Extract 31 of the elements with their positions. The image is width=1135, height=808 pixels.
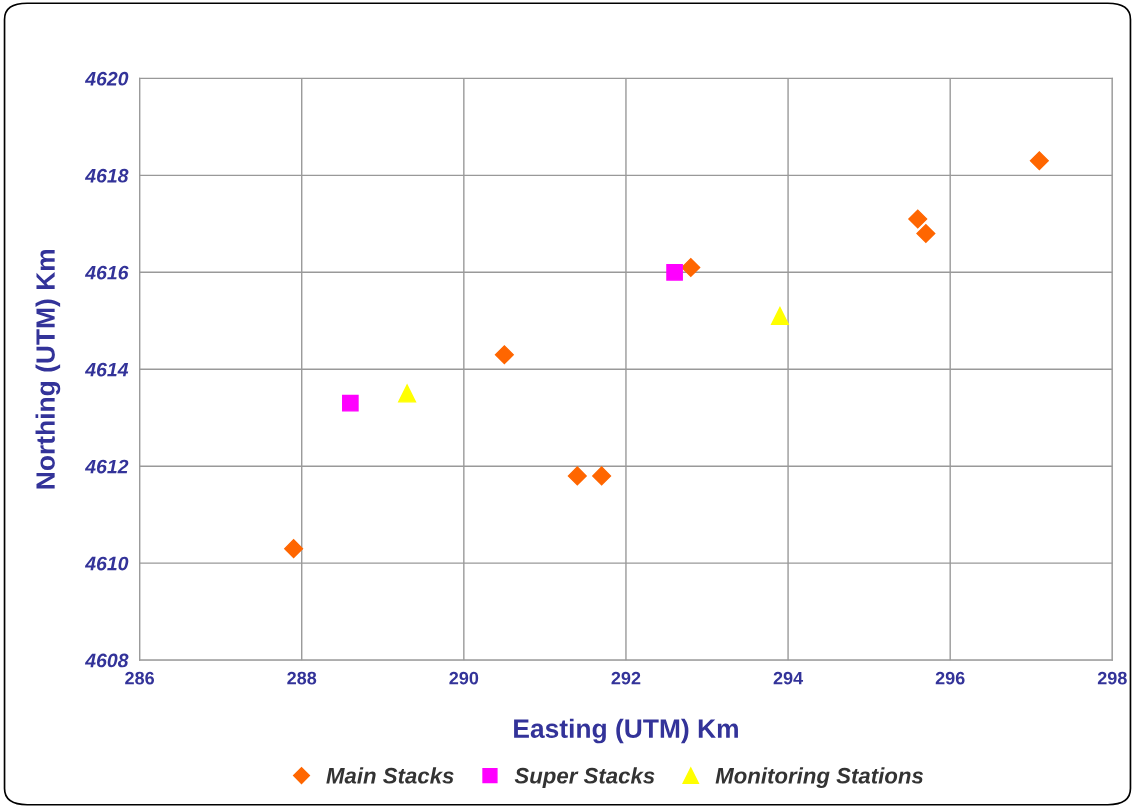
point xyxy=(592,466,612,486)
y-tick-label: 4620 xyxy=(84,71,129,86)
point xyxy=(666,263,683,281)
legend-label: Main Stacks xyxy=(326,767,454,784)
x-tick-label: 294 xyxy=(773,671,804,685)
x-tick-label: 290 xyxy=(449,671,479,685)
x-tick-label: 298 xyxy=(1097,671,1127,685)
point xyxy=(681,257,701,277)
legend-label: Monitoring Stations xyxy=(715,767,924,788)
x-tick-label: 292 xyxy=(611,671,641,685)
point xyxy=(916,223,936,244)
point xyxy=(567,466,587,486)
point xyxy=(1029,151,1049,171)
x-tick-label: 296 xyxy=(935,671,965,685)
y-tick-label: 4612 xyxy=(84,459,129,474)
point xyxy=(908,209,928,229)
point xyxy=(398,384,417,403)
x-tick-label: 286 xyxy=(125,671,155,685)
point xyxy=(342,394,359,412)
point xyxy=(494,345,514,365)
x-tick-label: 288 xyxy=(287,671,317,685)
y-tick-label: 4608 xyxy=(84,653,129,668)
y-tick-label: 4610 xyxy=(84,556,129,571)
point xyxy=(770,306,789,325)
x-axis-title: Easting (UTM) Km xyxy=(514,718,738,744)
y-tick-label: 4616 xyxy=(84,265,129,280)
point xyxy=(284,539,304,559)
legend-label: Super Stacks xyxy=(514,767,655,788)
y-tick-label: 4618 xyxy=(84,168,129,183)
y-axis-title: Northing (UTM) Km xyxy=(35,249,61,489)
y-tick-label: 4614 xyxy=(84,362,129,377)
